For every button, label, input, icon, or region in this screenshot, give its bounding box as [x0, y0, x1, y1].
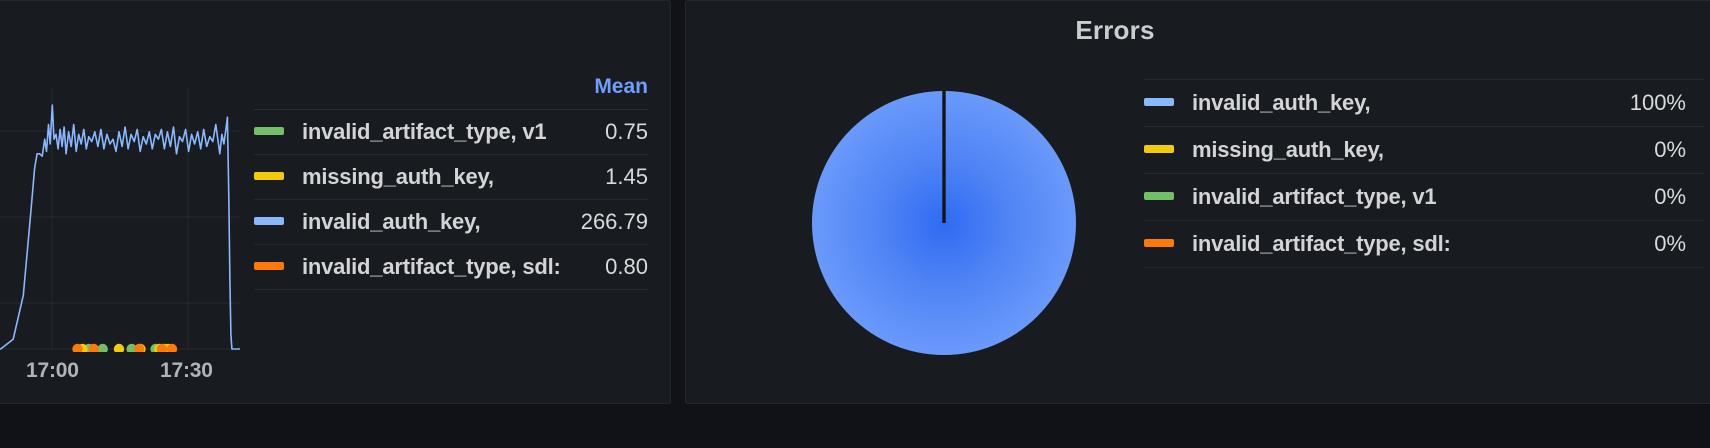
- pie-legend-series-label: missing_auth_key,: [1192, 137, 1384, 162]
- pie-legend-series-cell[interactable]: invalid_artifact_type, sdl:: [1144, 220, 1595, 268]
- baseline-markers: [72, 343, 178, 352]
- legend-table: Mean invalid_artifact_type, v1 0.75 missin…: [254, 75, 648, 290]
- series-data-point: [97, 343, 108, 352]
- pie-legend-row[interactable]: invalid_artifact_type, sdl: 0%: [1144, 220, 1704, 268]
- pie-chart[interactable]: [794, 73, 1094, 373]
- timeseries-panel-body: 17:00 17:30 Mean invalid_artifact_type, …: [0, 1, 670, 403]
- legend-series-cell[interactable]: invalid_auth_key,: [254, 199, 578, 245]
- series-data-point: [72, 343, 83, 352]
- timeseries-panel: 17:00 17:30 Mean invalid_artifact_type, …: [0, 0, 671, 404]
- pie-legend-series-cell[interactable]: invalid_artifact_type, v1: [1144, 173, 1595, 221]
- pie-legend-row[interactable]: invalid_auth_key, 100%: [1144, 79, 1704, 127]
- legend-mean-value: 1.45: [577, 154, 648, 200]
- timeseries-legend: Mean invalid_artifact_type, v1 0.75 missin…: [254, 1, 670, 403]
- x-tick-label: 17:00: [26, 359, 79, 382]
- legend-series-label: invalid_artifact_type, v1: [302, 119, 547, 144]
- legend-series-cell[interactable]: missing_auth_key,: [254, 154, 578, 200]
- series-data-point: [166, 343, 178, 352]
- legend-series-label: missing_auth_key,: [302, 164, 494, 189]
- pie-legend-series-label: invalid_auth_key,: [1192, 90, 1371, 115]
- pie-legend-percent: 0%: [1594, 126, 1704, 174]
- x-tick-label: 17:30: [160, 359, 213, 382]
- pie-legend-row[interactable]: missing_auth_key, 0%: [1144, 126, 1704, 174]
- legend-row[interactable]: missing_auth_key, 1.45: [254, 154, 648, 200]
- pie-legend-row[interactable]: invalid_artifact_type, v1 0%: [1144, 173, 1704, 221]
- legend-row[interactable]: invalid_artifact_type, v1 0.75: [254, 109, 648, 155]
- legend-mean-value: 0.75: [577, 109, 648, 155]
- legend-row[interactable]: invalid_auth_key, 266.79: [254, 199, 648, 245]
- legend-mean-value-text: 1.45: [605, 164, 648, 189]
- legend-series-cell[interactable]: invalid_artifact_type, sdl:: [254, 244, 578, 290]
- legend-color-swatch-icon[interactable]: [254, 262, 284, 270]
- pie-legend-percent: 100%: [1594, 79, 1704, 127]
- pie-legend-series-label: invalid_artifact_type, sdl:: [1192, 231, 1451, 256]
- pie-legend: invalid_auth_key, 100% missing_auth_key, 0%…: [1144, 79, 1704, 268]
- legend-header-mean[interactable]: Mean: [577, 75, 648, 110]
- legend-mean-value-text: 0.75: [605, 119, 648, 144]
- pie-legend-series-cell[interactable]: invalid_auth_key,: [1144, 79, 1595, 127]
- pie-legend-percent: 0%: [1594, 173, 1704, 221]
- legend-color-swatch-icon[interactable]: [254, 127, 284, 135]
- pie-legend-color-swatch-icon[interactable]: [1144, 239, 1174, 247]
- legend-mean-value: 266.79: [577, 199, 648, 245]
- legend-color-swatch-icon[interactable]: [254, 172, 284, 180]
- timeseries-x-axis: 17:00 17:30: [0, 359, 240, 393]
- series-line-invalid-auth-key: [0, 104, 240, 350]
- legend-mean-value-text: 266.79: [580, 209, 648, 234]
- gridlines-vertical: [51, 87, 189, 349]
- legend-series-cell[interactable]: invalid_artifact_type, v1: [254, 109, 578, 155]
- timeseries-graph-area[interactable]: 17:00 17:30: [0, 1, 240, 403]
- legend-mean-value: 0.80: [577, 244, 648, 290]
- legend-header-series: [254, 75, 578, 110]
- pie-legend-percent: 0%: [1594, 220, 1704, 268]
- panel-title-errors: Errors: [1075, 15, 1155, 45]
- legend-series-label: invalid_auth_key,: [302, 209, 481, 234]
- pie-legend-color-swatch-icon[interactable]: [1144, 145, 1174, 153]
- series-data-point: [113, 343, 125, 352]
- legend-header-row: Mean: [254, 75, 648, 110]
- series-data-point: [88, 343, 99, 352]
- legend-series-label: invalid_artifact_type, sdl:: [302, 254, 561, 279]
- timeseries-svg: [0, 87, 240, 352]
- legend-mean-value-text: 0.80: [605, 254, 648, 279]
- timeseries-plot[interactable]: [0, 87, 240, 352]
- series-data-point: [134, 343, 145, 352]
- pie-svg: [812, 91, 1076, 355]
- legend-row[interactable]: invalid_artifact_type, sdl: 0.80: [254, 244, 648, 290]
- pie-legend-series-label: invalid_artifact_type, v1: [1192, 184, 1437, 209]
- legend-color-swatch-icon[interactable]: [254, 217, 284, 225]
- pie-legend-color-swatch-icon[interactable]: [1144, 192, 1174, 200]
- series-data-point: [156, 343, 168, 352]
- pie-legend-table: invalid_auth_key, 100% missing_auth_key, 0%…: [1144, 79, 1704, 268]
- pie-legend-series-cell[interactable]: missing_auth_key,: [1144, 126, 1595, 174]
- pie-legend-color-swatch-icon[interactable]: [1144, 98, 1174, 106]
- errors-pie-panel: Errors invalid_auth_key, 100% missing_auth…: [685, 0, 1710, 404]
